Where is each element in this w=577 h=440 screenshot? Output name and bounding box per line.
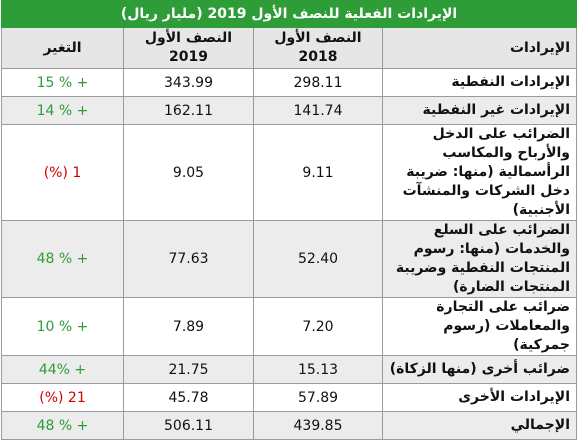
header-2018-line1: النصف الأول xyxy=(274,30,362,46)
change-value: 14 % + xyxy=(1,96,124,125)
change-value: 15 % + xyxy=(1,68,124,97)
title-row: الإيرادات الفعلية للنصف الأول 2019 (مليا… xyxy=(1,0,577,28)
table-row: الإيرادات النفطية 298.11 343.99 15 % + xyxy=(1,68,577,97)
change-value: 44% + xyxy=(1,355,124,384)
total-row: الإجمالي 439.85 506.11 48 % + xyxy=(1,411,577,440)
table-row: ضرائب أخرى (منها الزكاة) 15.13 21.75 44%… xyxy=(1,355,577,384)
value-2019: 7.89 xyxy=(123,297,254,356)
value-2019: 343.99 xyxy=(123,68,254,97)
value-2019: 9.05 xyxy=(123,124,254,221)
header-revenue: الإيرادات xyxy=(382,27,577,69)
header-2019: النصف الأول 2019 xyxy=(123,27,254,69)
value-2018: 298.11 xyxy=(253,68,383,97)
row-label: ضرائب على التجارة والمعاملات (رسوم جمركي… xyxy=(382,297,577,356)
row-label: الضرائب على السلع والخدمات (منها: رسوم ا… xyxy=(382,220,577,298)
value-2018: 9.11 xyxy=(253,124,383,221)
value-2018: 141.74 xyxy=(253,96,383,125)
row-label: ضرائب أخرى (منها الزكاة) xyxy=(382,355,577,384)
change-value: 48 % + xyxy=(1,411,124,440)
row-label: الإيرادات الأخرى xyxy=(382,383,577,412)
value-2018: 57.89 xyxy=(253,383,383,412)
table-row: ضرائب على التجارة والمعاملات (رسوم جمركي… xyxy=(1,297,577,356)
table-row: الإيرادات الأخرى 57.89 45.78 (%) 21 xyxy=(1,383,577,412)
change-value: (%) 1 xyxy=(1,124,124,221)
row-label: الإجمالي xyxy=(382,411,577,440)
table-row: الضرائب على السلع والخدمات (منها: رسوم ا… xyxy=(1,220,577,298)
header-row: الإيرادات النصف الأول 2018 النصف الأول 2… xyxy=(1,27,577,69)
value-2019: 162.11 xyxy=(123,96,254,125)
header-change: التغير xyxy=(1,27,124,69)
value-2019: 45.78 xyxy=(123,383,254,412)
value-2019: 77.63 xyxy=(123,220,254,298)
value-2018: 439.85 xyxy=(253,411,383,440)
row-label: الإيرادات النفطية xyxy=(382,68,577,97)
header-2018-line2: 2018 xyxy=(298,49,338,65)
value-2018: 15.13 xyxy=(253,355,383,384)
table-row: الإيرادات غير النفطية 141.74 162.11 14 %… xyxy=(1,96,577,125)
value-2019: 21.75 xyxy=(123,355,254,384)
row-label: الإيرادات غير النفطية xyxy=(382,96,577,125)
value-2019: 506.11 xyxy=(123,411,254,440)
header-2019-line2: 2019 xyxy=(169,49,208,65)
table-title: الإيرادات الفعلية للنصف الأول 2019 (مليا… xyxy=(1,0,577,28)
row-label: الضرائب على الدخل والأرباح والمكاسب الرأ… xyxy=(382,124,577,221)
table-row: الضرائب على الدخل والأرباح والمكاسب الرأ… xyxy=(1,124,577,221)
change-value: (%) 21 xyxy=(1,383,124,412)
change-value: 10 % + xyxy=(1,297,124,356)
change-value: 48 % + xyxy=(1,220,124,298)
value-2018: 7.20 xyxy=(253,297,383,356)
header-2019-line1: النصف الأول xyxy=(144,30,233,46)
header-2018: النصف الأول 2018 xyxy=(253,27,383,69)
value-2018: 52.40 xyxy=(253,220,383,298)
